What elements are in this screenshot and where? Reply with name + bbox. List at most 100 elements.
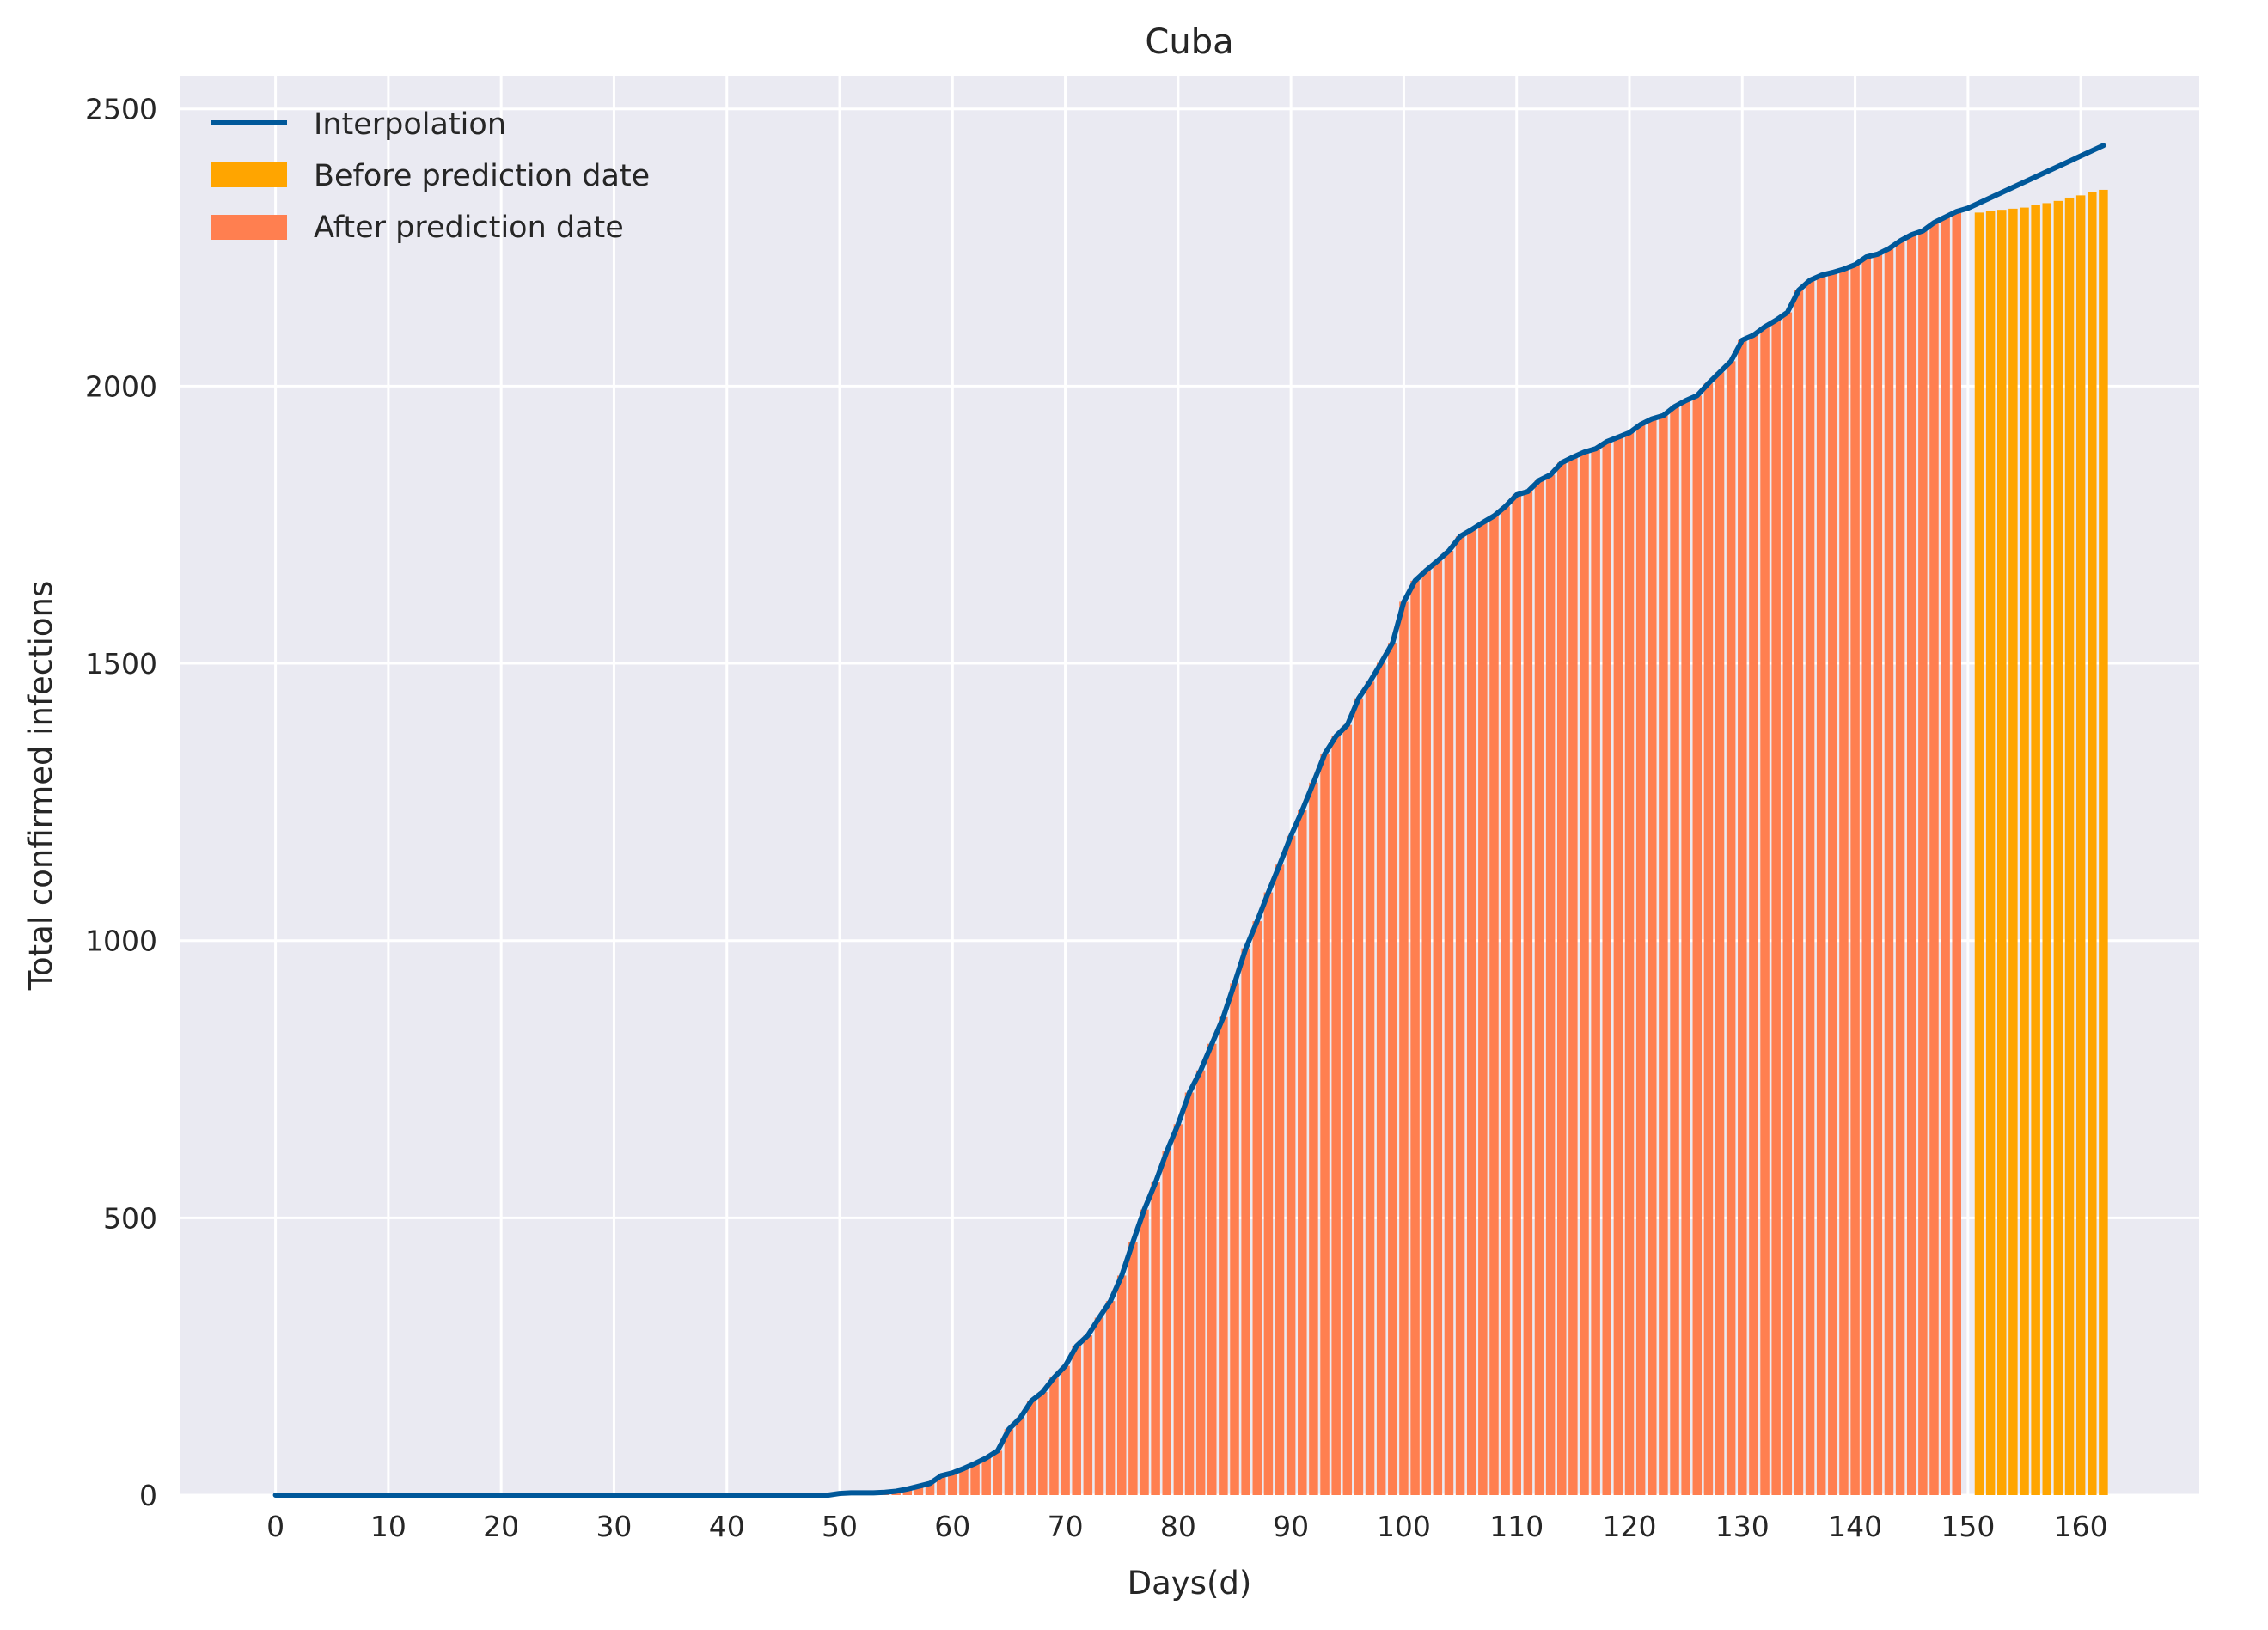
bar-after-prediction [1794, 290, 1804, 1495]
bar-after-prediction [1184, 1092, 1195, 1495]
bar-before-prediction [2031, 205, 2040, 1495]
x-axis-label: Days(d) [1128, 1565, 1252, 1602]
bar-after-prediction [1771, 320, 1781, 1496]
legend-after-swatch [211, 215, 287, 240]
bar-after-prediction [902, 1488, 913, 1495]
bar-after-prediction [1648, 418, 1657, 1495]
x-tick-label: 20 [483, 1510, 519, 1543]
x-tick-label: 70 [1048, 1510, 1084, 1543]
bar-after-prediction [1004, 1429, 1014, 1495]
bar-after-prediction [1219, 1016, 1228, 1495]
bar-before-prediction [2064, 197, 2075, 1495]
x-tick-label: 80 [1160, 1510, 1196, 1543]
bar-before-prediction [2008, 208, 2018, 1495]
bar-after-prediction [1613, 436, 1623, 1495]
bar-after-prediction [1952, 211, 1961, 1495]
x-tick-label: 130 [1715, 1510, 1770, 1543]
bar-after-prediction [959, 1468, 969, 1495]
bar-before-prediction [1985, 211, 1996, 1495]
bar-after-prediction [1083, 1335, 1093, 1495]
y-tick-label: 0 [139, 1479, 157, 1512]
y-tick-label: 500 [103, 1201, 157, 1235]
legend-after-label: After prediction date [314, 211, 624, 245]
bar-after-prediction [948, 1473, 957, 1495]
bar-after-prediction [1726, 361, 1736, 1495]
bar-after-prediction [1026, 1401, 1036, 1495]
legend-interpolation-label: Interpolation [314, 107, 506, 142]
bar-after-prediction [1568, 456, 1578, 1495]
x-tick-label: 10 [370, 1510, 407, 1543]
bar-after-prediction [1523, 491, 1533, 1495]
bar-after-prediction [1151, 1182, 1160, 1495]
bar-after-prediction [1478, 522, 1488, 1496]
bar-after-prediction [1038, 1391, 1048, 1495]
bar-after-prediction [1545, 474, 1556, 1495]
bar-after-prediction [1230, 983, 1239, 1495]
bar-before-prediction [2088, 192, 2097, 1495]
interpolation-line [272, 143, 2106, 1498]
bar-after-prediction [1376, 662, 1386, 1495]
y-axis-label: Total confirmed infections [22, 581, 59, 992]
bar-before-prediction [2042, 203, 2052, 1495]
bar-after-prediction [1489, 516, 1499, 1495]
bar-after-prediction [1738, 339, 1747, 1495]
bar-after-prediction [993, 1450, 1003, 1495]
bar-after-prediction [1602, 441, 1612, 1495]
interpolation-line-layer [272, 143, 2106, 1498]
bar-after-prediction [925, 1483, 935, 1495]
bar-after-prediction [1309, 782, 1318, 1495]
bar-after-prediction [1354, 698, 1364, 1495]
bar-before-prediction [2020, 207, 2029, 1496]
x-tick-label: 60 [934, 1510, 970, 1543]
bar-after-prediction [1501, 506, 1510, 1495]
y-tick-label: 1500 [85, 647, 157, 681]
bar-after-prediction [1275, 864, 1285, 1495]
bar-after-prediction [1805, 280, 1815, 1495]
bar-after-prediction [1072, 1346, 1081, 1495]
bar-after-prediction [1828, 272, 1837, 1495]
bar-after-prediction [1342, 724, 1353, 1495]
y-tick-label: 1000 [85, 925, 157, 958]
bar-after-prediction [1252, 921, 1262, 1495]
x-tick-label: 110 [1489, 1510, 1544, 1543]
bar-after-prediction [1512, 494, 1521, 1496]
bar-after-prediction [1850, 265, 1860, 1496]
bar-after-prediction [970, 1463, 980, 1495]
y-tick-labels: 0 500 1000 1500 2000 2500 [85, 93, 157, 1512]
bar-after-prediction [1884, 248, 1894, 1495]
bar-before-prediction [1997, 210, 2007, 1495]
bar-after-prediction [1049, 1377, 1059, 1495]
bar-after-prediction [1162, 1151, 1171, 1495]
bar-after-prediction [1331, 736, 1341, 1495]
bar-after-prediction [1681, 400, 1690, 1496]
bar-after-prediction [1195, 1070, 1206, 1495]
chart-title: Cuba [1145, 22, 1233, 62]
x-tick-label: 90 [1273, 1510, 1309, 1543]
bar-after-prediction [1534, 480, 1544, 1495]
x-tick-label: 40 [709, 1510, 745, 1543]
bar-before-prediction [1974, 212, 1984, 1495]
bar-after-prediction [1749, 335, 1758, 1496]
bar-after-prediction [1410, 580, 1420, 1496]
bars [834, 189, 2108, 1496]
bar-after-prediction [1895, 241, 1905, 1496]
bar-after-prediction [1105, 1301, 1116, 1495]
bar-after-prediction [1241, 948, 1250, 1495]
bar-after-prediction [1839, 269, 1849, 1495]
bar-after-prediction [1703, 383, 1714, 1495]
bar-after-prediction [936, 1475, 946, 1495]
bar-after-prediction [1692, 395, 1703, 1495]
bar-after-prediction [1659, 415, 1668, 1496]
bar-after-prediction [1670, 406, 1679, 1495]
bar-after-prediction [1421, 570, 1431, 1495]
bar-after-prediction [1873, 253, 1883, 1495]
x-tick-label: 160 [2054, 1510, 2108, 1543]
bar-after-prediction [1929, 223, 1939, 1495]
bar-after-prediction [1591, 449, 1600, 1495]
bar-after-prediction [914, 1486, 924, 1495]
bar-after-prediction [1861, 257, 1871, 1495]
bar-after-prediction [1941, 217, 1950, 1495]
x-tick-label: 0 [266, 1510, 284, 1543]
legend-before-swatch [211, 162, 287, 187]
